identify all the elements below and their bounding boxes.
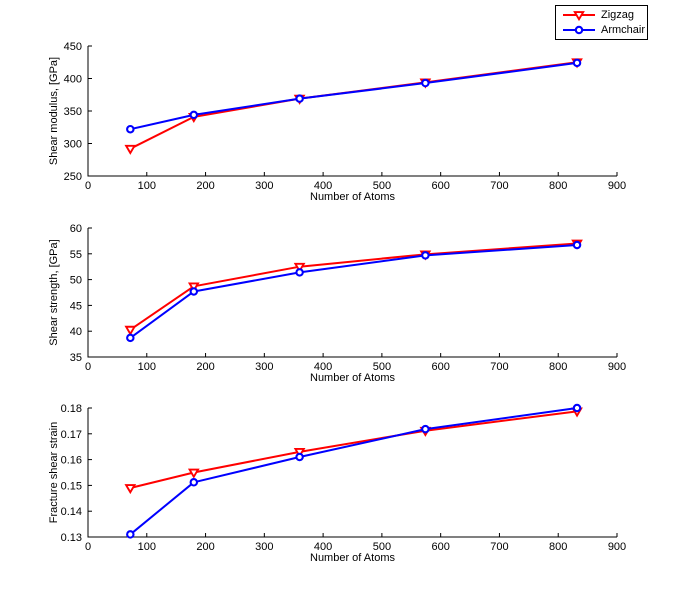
x-tick-label: 700 — [490, 180, 508, 192]
x-tick-label: 800 — [549, 361, 567, 373]
x-tick-label: 0 — [85, 361, 91, 373]
y-tick-label: 450 — [64, 41, 82, 53]
y-tick-label: 400 — [64, 74, 82, 86]
armchair-line-marker-icon — [563, 25, 595, 35]
marker-triangle-down — [187, 468, 200, 479]
marker-triangle-down — [124, 144, 137, 155]
x-tick-label: 800 — [549, 180, 567, 192]
y-tick-label: 0.14 — [61, 506, 82, 518]
y-axis-label: Shear modulus, [GPa] — [48, 57, 60, 165]
x-tick-label: 0 — [85, 180, 91, 192]
y-tick-label: 0.16 — [61, 455, 82, 467]
y-tick-label: 250 — [64, 171, 82, 183]
x-tick-label: 100 — [138, 541, 156, 553]
zigzag-line-marker-icon — [563, 11, 595, 22]
marker-circle — [295, 268, 304, 277]
x-axis-label: Number of Atoms — [310, 191, 395, 203]
x-tick-label: 200 — [196, 180, 214, 192]
y-tick-label: 35 — [70, 352, 82, 364]
x-tick-label: 600 — [431, 180, 449, 192]
series-line-armchair — [130, 61, 578, 131]
x-tick-label: 300 — [255, 361, 273, 373]
y-tick-label: 300 — [64, 139, 82, 151]
x-tick-label: 100 — [138, 361, 156, 373]
marker-circle — [126, 530, 135, 539]
y-axis-label: Shear strength, [GPa] — [48, 239, 60, 345]
marker-circle — [574, 25, 584, 35]
y-tick-label: 55 — [70, 249, 82, 261]
x-tick-label: 500 — [373, 361, 391, 373]
x-tick-label: 600 — [431, 541, 449, 553]
marker-circle — [189, 287, 199, 296]
x-axis-label: Number of Atoms — [310, 372, 395, 384]
y-tick-label: 350 — [64, 106, 82, 118]
marker-circle — [572, 403, 582, 413]
x-tick-label: 700 — [490, 361, 508, 373]
x-tick-label: 500 — [373, 541, 391, 553]
subplot-2: 0 100 200 300 400 500 600 700 800 900 0.13 0.14 0.15… — [48, 403, 626, 564]
x-tick-label: 500 — [373, 180, 391, 192]
legend-item-armchair: Armchair — [562, 23, 647, 38]
marker-triangle-down — [293, 262, 306, 273]
x-tick-label: 900 — [608, 361, 626, 373]
legend-label-armchair: Armchair — [601, 23, 646, 36]
y-axis-label: Fracture shear strain — [48, 422, 60, 523]
marker-circle — [189, 110, 199, 120]
x-tick-label: 600 — [431, 361, 449, 373]
x-tick-label: 900 — [608, 180, 626, 192]
marker-circle — [295, 452, 304, 462]
x-tick-label: 300 — [255, 541, 273, 553]
x-tick-label: 300 — [255, 180, 273, 192]
x-tick-label: 400 — [314, 361, 332, 373]
marker-circle — [572, 58, 582, 68]
marker-circle — [572, 240, 582, 250]
x-tick-label: 800 — [549, 541, 567, 553]
x-tick-label: 400 — [314, 541, 332, 553]
series-line-zigzag — [129, 242, 578, 331]
marker-circle — [126, 333, 135, 343]
x-tick-label: 100 — [138, 180, 156, 192]
x-tick-label: 200 — [196, 361, 214, 373]
x-tick-label: 900 — [608, 541, 626, 553]
axis-spines — [87, 46, 617, 177]
marker-triangle-down — [124, 484, 137, 495]
marker-triangle-down — [293, 448, 306, 459]
axis-spines — [87, 408, 617, 538]
y-tick-label: 60 — [70, 223, 82, 235]
marker-circle — [421, 424, 430, 434]
marker-circle — [189, 478, 199, 487]
subplot-0: 0 100 200 300 400 500 600 700 800 900 250 300 350 400… — [48, 41, 626, 203]
y-tick-label: 40 — [70, 326, 82, 338]
y-tick-label: 45 — [70, 300, 82, 312]
marker-circle — [295, 94, 304, 103]
marker-circle — [421, 78, 430, 88]
series-line-zigzag — [129, 61, 578, 150]
legend-item-zigzag: Zigzag — [562, 8, 647, 23]
x-tick-label: 200 — [196, 541, 214, 553]
x-tick-label: 400 — [314, 180, 332, 192]
marker-triangle-down — [187, 282, 200, 293]
y-tick-label: 0.15 — [61, 480, 82, 492]
y-tick-label: 50 — [70, 275, 82, 287]
x-tick-label: 0 — [85, 541, 91, 553]
marker-triangle-down — [124, 325, 137, 336]
y-tick-label: 0.18 — [61, 403, 82, 415]
legend-label-zigzag: Zigzag — [601, 8, 635, 21]
marker-circle — [421, 251, 430, 260]
series-line-zigzag — [130, 410, 578, 489]
x-tick-label: 700 — [490, 541, 508, 553]
subplot-1: 0 100 200 300 400 500 600 700 800 900 35 40 45 50 55 60… — [48, 223, 626, 384]
y-tick-label: 0.17 — [61, 429, 82, 441]
x-axis-label: Number of Atoms — [310, 552, 395, 564]
legend: Zigzag Armchair — [555, 5, 648, 40]
y-tick-label: 0.13 — [61, 532, 82, 544]
marker-triangle-down — [573, 11, 585, 22]
marker-circle — [126, 124, 135, 134]
